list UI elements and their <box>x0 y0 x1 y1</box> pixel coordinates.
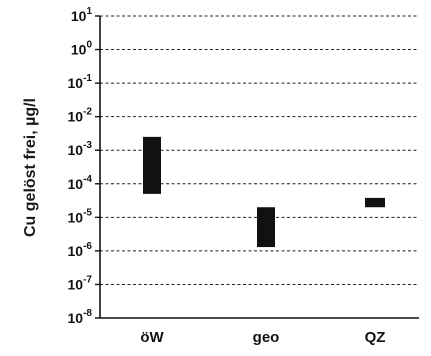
x-tick-label: geo <box>253 329 280 346</box>
grid-lines <box>100 15 419 285</box>
x-tick-label: öW <box>140 329 164 346</box>
range-bar <box>257 207 275 248</box>
y-tick-label: 100 <box>71 40 93 58</box>
range-bar <box>143 136 161 194</box>
range-bar <box>365 197 385 208</box>
y-tick-label: 10-5 <box>68 207 93 225</box>
y-tick-labels: 10-8 10-7 10-6 10-5 10-4 10-3 10-2 10-1 100 101 <box>68 6 93 326</box>
y-tick-label: 10-2 <box>68 107 93 125</box>
y-tick-label: 10-1 <box>68 73 93 91</box>
x-tick-label: QZ <box>365 329 386 346</box>
x-tick-labels: öW geo QZ <box>140 329 385 346</box>
y-tick-label: 10-3 <box>68 140 93 158</box>
y-tick-label: 101 <box>71 6 93 24</box>
y-tick-label: 10-8 <box>68 308 93 326</box>
y-tick-label: 10-4 <box>68 174 93 192</box>
y-axis-label: Cu gelöst frei, µg/l <box>22 97 39 237</box>
range-bars <box>143 136 385 248</box>
y-tick-label: 10-6 <box>68 241 93 259</box>
y-tick-label: 10-7 <box>68 274 93 292</box>
axes <box>95 15 419 319</box>
